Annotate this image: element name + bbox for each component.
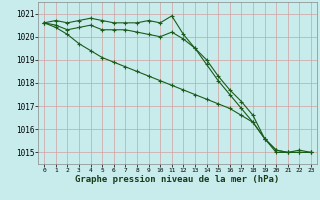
X-axis label: Graphe pression niveau de la mer (hPa): Graphe pression niveau de la mer (hPa) bbox=[76, 175, 280, 184]
